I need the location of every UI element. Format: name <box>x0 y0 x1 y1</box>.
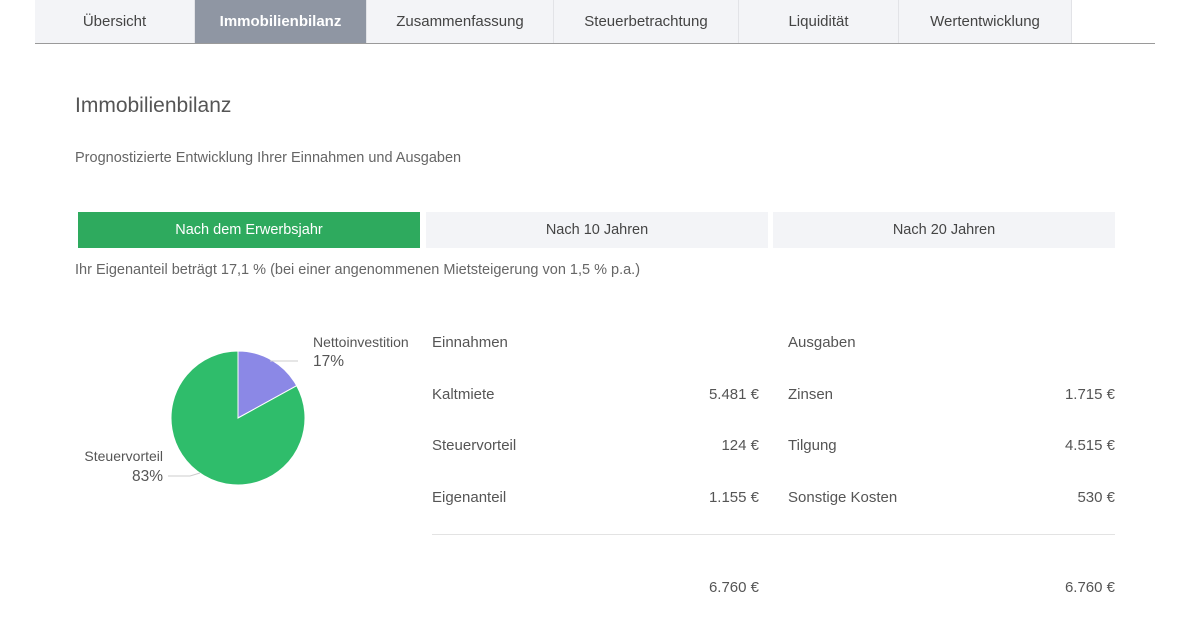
expenses-header: Ausgaben <box>788 334 856 351</box>
income-value-kaltmiete: 5.481 € <box>708 386 759 403</box>
page-title: Immobilienbilanz <box>75 94 232 117</box>
pie-pct-nettoinvestition: 17% <box>313 353 344 370</box>
expense-label-tilgung: Tilgung <box>788 437 837 454</box>
expense-value-tilgung: 4.515 € <box>1064 437 1115 454</box>
expense-label-sonstige-kosten: Sonstige Kosten <box>788 489 898 506</box>
tab-zusammenfassung[interactable]: Zusammenfassung <box>367 0 554 43</box>
tab-uebersicht[interactable]: Übersicht <box>35 0 195 43</box>
income-value-eigenanteil: 1.155 € <box>708 489 759 506</box>
pie-label-steuervorteil: Steuervorteil <box>84 448 163 464</box>
pie-leader-line-steuervorteil <box>168 472 201 477</box>
tab-wertentwicklung[interactable]: Wertentwicklung <box>899 0 1072 43</box>
tab-steuerbetrachtung[interactable]: Steuerbetrachtung <box>554 0 739 43</box>
pie-pct-steuervorteil: 83% <box>132 468 163 485</box>
expenses-total: 6.760 € <box>1064 579 1115 596</box>
eigenanteil-note: Ihr Eigenanteil beträgt 17,1 % (bei eine… <box>75 262 641 278</box>
page-subtitle: Prognostizierte Entwicklung Ihrer Einnah… <box>75 150 462 166</box>
period-button-10-jahre[interactable]: Nach 10 Jahren <box>426 212 768 248</box>
tab-bar: Übersicht Immobilienbilanz Zusammenfassu… <box>35 0 1155 44</box>
expense-label-zinsen: Zinsen <box>788 386 834 403</box>
income-value-steuervorteil: 124 € <box>721 437 759 454</box>
expense-value-sonstige-kosten: 530 € <box>1077 489 1115 506</box>
income-label-steuervorteil: Steuervorteil <box>432 437 517 454</box>
tab-liquiditaet[interactable]: Liquidität <box>739 0 899 43</box>
totals-divider <box>432 534 1115 535</box>
income-total: 6.760 € <box>708 579 759 596</box>
pie-slice-nettoinvestition[interactable] <box>237 350 298 419</box>
pie-label-nettoinvestition: Nettoinvestition <box>313 334 409 350</box>
pie-chart: Nettoinvestition 17% Steuervorteil 83% <box>84 334 409 486</box>
income-label-kaltmiete: Kaltmiete <box>432 386 495 403</box>
income-label-eigenanteil: Eigenanteil <box>432 489 507 506</box>
expense-value-zinsen: 1.715 € <box>1064 386 1115 403</box>
tab-immobilienbilanz[interactable]: Immobilienbilanz <box>195 0 367 43</box>
period-button-20-jahre[interactable]: Nach 20 Jahren <box>773 212 1115 248</box>
period-button-erwerbsjahr[interactable]: Nach dem Erwerbsjahr <box>78 212 420 248</box>
pie-slice-steuervorteil[interactable] <box>170 350 306 486</box>
income-header: Einnahmen <box>432 334 508 351</box>
